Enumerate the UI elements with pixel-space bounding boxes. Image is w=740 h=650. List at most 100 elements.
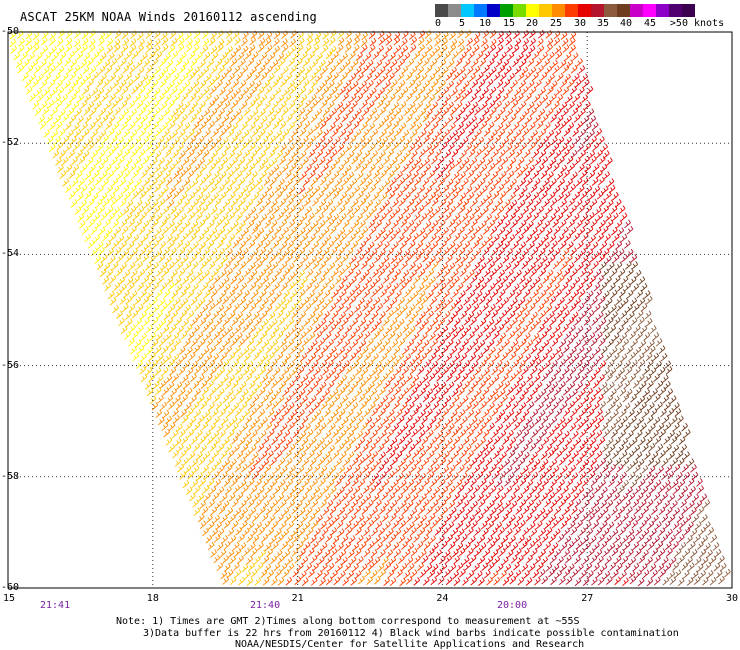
wind-barb (243, 149, 251, 159)
wind-barb (130, 129, 138, 139)
wind-barb (480, 38, 488, 47)
wind-barb (189, 135, 197, 144)
wind-barb (222, 57, 230, 67)
wind-barb (592, 463, 600, 473)
wind-barb (84, 73, 92, 82)
wind-barb (544, 520, 552, 529)
wind-barb (341, 534, 349, 544)
wind-barb (359, 317, 367, 327)
wind-barb (401, 45, 409, 54)
wind-barb (306, 184, 314, 194)
wind-barb (436, 472, 443, 482)
wind-barb (192, 241, 199, 250)
wind-barb (407, 178, 414, 187)
wind-barb (199, 100, 206, 110)
wind-barb (658, 345, 666, 354)
wind-barb (447, 59, 455, 68)
wind-barb (423, 120, 431, 130)
wind-barb (304, 44, 312, 53)
wind-barb (608, 478, 615, 488)
wind-barb (349, 135, 357, 144)
wind-barb (102, 276, 109, 285)
wind-barb (349, 233, 356, 243)
wind-barb (141, 233, 149, 243)
wind-barb (508, 330, 516, 340)
wind-barb (274, 107, 281, 117)
wind-barb (543, 178, 550, 187)
wind-barb (490, 527, 498, 537)
wind-barb (323, 310, 330, 320)
wind-barb (214, 177, 222, 186)
wind-barb (586, 465, 594, 474)
wind-barb (254, 156, 262, 166)
wind-barb (503, 79, 511, 88)
wind-barb (325, 513, 333, 523)
wind-barb (315, 492, 323, 501)
wind-barb (446, 115, 454, 124)
wind-barb (240, 401, 248, 411)
wind-barb (226, 37, 233, 46)
wind-barb (443, 310, 451, 320)
wind-barb (475, 309, 483, 319)
wind-barb (318, 275, 326, 284)
wind-barb (319, 260, 327, 270)
wind-barb (47, 59, 54, 69)
wind-barb (620, 310, 628, 320)
wind-barb (468, 493, 476, 502)
wind-barb (596, 331, 603, 341)
wind-barb (289, 464, 296, 474)
wind-barb (585, 402, 592, 412)
wind-barb (275, 129, 283, 139)
wind-barb (329, 163, 336, 173)
wind-barb (625, 388, 633, 398)
wind-barb (509, 192, 516, 201)
wind-barb (539, 87, 546, 96)
wind-barb (451, 388, 459, 398)
wind-barb (173, 297, 181, 307)
wind-barb (488, 500, 495, 509)
wind-barb (316, 352, 324, 362)
wind-barb (448, 142, 455, 152)
wind-barb (453, 492, 461, 502)
wind-barb (230, 337, 238, 347)
wind-barb (588, 430, 596, 440)
wind-barb (628, 409, 635, 418)
wind-barb (605, 415, 613, 425)
wind-barb (653, 492, 661, 501)
wind-barb (324, 170, 332, 179)
wind-barb (59, 51, 67, 61)
wind-barb (361, 367, 369, 376)
wind-barb (382, 416, 389, 425)
wind-barb (213, 534, 221, 543)
wind-barb (573, 373, 581, 383)
wind-barb (186, 269, 194, 279)
wind-barb (485, 114, 492, 123)
wind-barb (367, 100, 375, 110)
wind-barb (627, 528, 635, 538)
wind-barb (239, 381, 247, 390)
wind-barb (258, 408, 266, 418)
wind-barb (218, 345, 225, 354)
wind-barb (547, 429, 555, 439)
wind-barb (624, 499, 631, 509)
wind-barb (185, 324, 193, 333)
wind-barb (319, 318, 327, 327)
wind-barb (494, 177, 502, 186)
wind-barb (183, 101, 191, 110)
wind-barb (257, 486, 265, 495)
wind-barb (265, 323, 272, 333)
wind-barb (261, 254, 269, 263)
wind-barb (200, 444, 207, 454)
wind-barb (602, 443, 609, 453)
wind-barb (258, 128, 266, 138)
wind-barb (499, 430, 507, 439)
wind-barb (116, 94, 124, 104)
wind-barb (241, 463, 248, 473)
wind-barb (29, 73, 37, 83)
wind-barb (125, 72, 133, 81)
wind-barb (673, 485, 681, 494)
wind-barb (492, 393, 500, 403)
wind-barb (80, 184, 88, 194)
wind-barb (177, 206, 184, 216)
wind-barb (134, 136, 142, 145)
